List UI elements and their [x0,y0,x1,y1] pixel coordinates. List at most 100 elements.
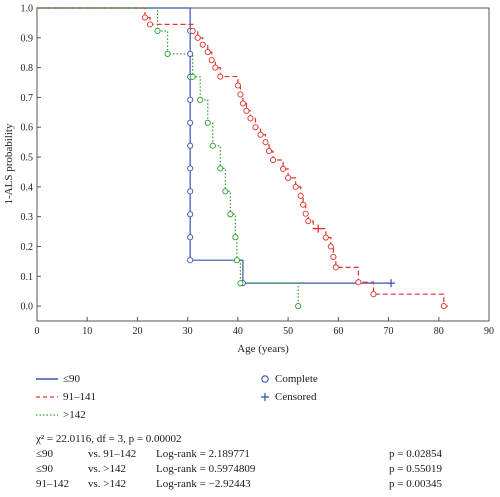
complete-marker [233,257,240,264]
complete-marker [141,14,149,21]
complete-marker [297,192,304,199]
complete-marker [217,73,224,80]
complete-marker [355,279,362,286]
stats-test: Log-rank = −2.92443 [156,478,251,490]
complete-marker [232,234,239,241]
y-axis-title: 1-ALS probability [3,123,15,204]
complete-marker [194,34,201,41]
complete-marker [237,91,244,98]
complete-marker [265,148,273,155]
y-tick-label: 0.5 [21,153,34,164]
x-tick-label: 20 [132,326,142,337]
complete-marker [327,243,334,250]
x-tick-label: 30 [183,326,193,337]
y-tick-label: 0.6 [21,123,34,134]
x-tick-label: 90 [484,326,494,337]
legend-label-2: 91–141 [63,391,96,403]
stats-overall: χ² = 22.0116, df = 3, p = 0.00002 [36,433,182,445]
plot-frame [36,7,490,322]
stats-test: Log-rank = 2.189771 [156,448,250,460]
complete-marker [187,257,194,264]
censored-marker [387,279,396,288]
complete-marker [239,100,246,107]
y-tick-label: 0.1 [21,272,34,283]
complete-marker [243,107,250,114]
complete-marker [370,291,377,298]
complete-marker [164,50,171,57]
y-tick-label: 0.9 [21,33,34,44]
complete-marker [322,234,329,241]
complete-marker [222,188,229,195]
complete-marker [204,49,211,56]
complete-marker [302,210,309,217]
y-tick-label: 0.0 [21,302,34,313]
y-tick-label: 0.4 [21,182,34,193]
complete-marker [252,124,259,131]
stats-group: ≤90 [36,463,54,475]
y-tick-label: 1.0 [21,4,34,15]
complete-marker [212,64,219,71]
complete-marker [330,253,337,260]
stats-group: 91–142 [36,478,69,490]
complete-marker [187,119,194,126]
complete-marker [197,96,204,103]
ticks-layer: 0 10 20 30 40 50 60 70 80 90 0.0 0.1 0.2 0.3 0.4 0.5 0.6… [21,4,495,338]
complete-marker [199,41,206,48]
complete-marker [204,119,211,126]
legend: ≤90 91–141 >142 Complete Censored [36,372,376,422]
stats-p-value: p = 0.02854 [389,448,442,460]
legend-item-2: 91–141 [36,390,156,404]
marker-layer [141,14,447,310]
complete-marker [257,131,264,138]
legend-item-complete: Complete [258,372,368,386]
complete-marker [237,280,244,287]
legend-label-3: >142 [63,409,86,421]
legend-swatch-dashed [36,396,58,398]
censored-marker [314,224,323,233]
x-tick-label: 80 [434,326,444,337]
complete-marker [262,139,269,146]
km-chart: 0 10 20 30 40 50 60 70 80 90 0.0 0.1 0.2 0.3 0.4 0.5 0.6… [3,4,495,356]
y-tick-label: 0.7 [21,93,34,104]
complete-marker [187,50,194,57]
legend-label-complete: Complete [275,373,318,385]
complete-marker [187,165,194,172]
complete-marker [285,174,292,181]
y-tick-label: 0.2 [21,242,34,253]
complete-marker [187,234,194,241]
complete-marker [154,27,161,35]
complete-marker [208,57,215,64]
complete-marker [146,21,154,28]
complete-marker [187,96,194,103]
x-tick-label: 40 [233,326,243,337]
stats-row-1: ≤90 vs. 91–142 Log-rank = 2.189771 p = 0… [36,447,496,461]
complete-marker [189,27,196,35]
complete-marker [247,115,254,122]
y-tick-label: 0.3 [21,212,34,223]
stats-p-value: p = 0.00345 [389,478,442,490]
complete-marker [295,303,302,310]
complete-marker [300,201,307,208]
complete-marker [280,165,287,173]
stats-row-3: 91–142 vs. >142 Log-rank = −2.92443 p = … [36,477,496,491]
complete-marker [187,211,194,218]
legend-swatch-solid [36,378,58,380]
stats-test: Log-rank = 0.5974809 [156,463,256,475]
stats-group: ≤90 [36,448,54,460]
x-tick-label: 10 [82,326,92,337]
legend-item-3: >142 [36,408,156,422]
x-tick-label: 70 [384,326,394,337]
x-tick-label: 60 [333,326,343,337]
complete-circle-icon [261,375,269,383]
complete-marker [227,211,234,218]
legend-swatch-dotted [36,414,58,416]
x-axis-title: Age (years) [237,343,289,355]
complete-marker [234,82,241,89]
legend-item-censored: Censored [258,390,368,404]
complete-marker [269,156,277,164]
stats-comparison: vs. 91–142 [88,448,137,460]
series-line-1 [37,7,392,284]
complete-marker [187,142,194,149]
complete-marker [189,73,196,80]
series-layer [37,7,449,307]
